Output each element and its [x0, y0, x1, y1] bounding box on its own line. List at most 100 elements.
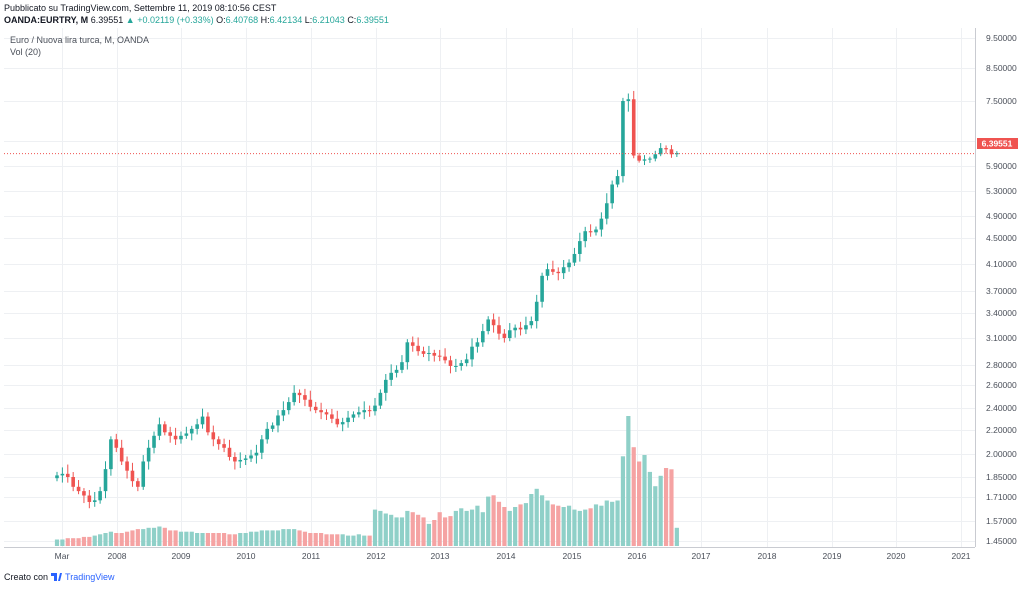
- volume-bar: [329, 534, 334, 546]
- candle-body: [470, 346, 474, 360]
- candle-body: [292, 392, 296, 403]
- volume-bar: [394, 517, 399, 546]
- candle-body: [303, 395, 307, 400]
- volume-bar: [566, 505, 572, 546]
- candle-body: [464, 359, 469, 364]
- volume-bar: [157, 526, 162, 546]
- candle-body: [125, 461, 129, 471]
- candle-body: [168, 432, 172, 436]
- candle-body: [260, 439, 264, 453]
- volume-bar: [545, 500, 550, 546]
- ohlc-header: OANDA:EURTRY, M 6.39551 ▲ +0.02119 (+0.3…: [4, 15, 389, 25]
- candle-body: [351, 414, 356, 418]
- volume-bar: [593, 504, 599, 546]
- volume-bar: [583, 509, 588, 546]
- candle-body: [357, 412, 361, 415]
- volume-bar: [243, 533, 248, 546]
- volume-bar: [383, 513, 388, 546]
- candle-body: [567, 262, 571, 268]
- volume-bar: [372, 509, 378, 546]
- candle-body: [195, 424, 199, 429]
- volume-bar: [416, 514, 421, 546]
- candle-body: [658, 148, 663, 155]
- candle-body: [55, 475, 59, 479]
- volume-bar: [550, 504, 555, 546]
- time-tick-label: 2020: [887, 551, 906, 561]
- time-tick-label: 2011: [302, 551, 321, 561]
- candle-body: [410, 342, 415, 346]
- candle-body: [324, 412, 329, 415]
- candle-body: [65, 473, 70, 477]
- candle-body: [481, 331, 485, 343]
- price-tick-label: 2.40000: [986, 403, 1017, 413]
- volume-bar: [54, 539, 60, 546]
- volume-bar: [663, 468, 669, 546]
- candle-body: [211, 432, 216, 440]
- volume-bar: [297, 530, 302, 546]
- candle-body: [529, 321, 534, 326]
- candle-body: [130, 470, 135, 482]
- price-tick-label: 5.30000: [986, 186, 1017, 196]
- volume-bar: [275, 530, 281, 546]
- volume-bar: [259, 530, 264, 546]
- candle-body: [76, 486, 81, 492]
- change-arrow-icon: ▲: [125, 15, 135, 25]
- candle-body: [238, 459, 243, 462]
- volume-bar: [631, 447, 636, 546]
- candle-body: [173, 435, 178, 440]
- candle-body: [146, 447, 151, 462]
- volume-bar: [561, 507, 566, 546]
- tradingview-logo-icon: [51, 573, 63, 581]
- footer-created-label: Creato con: [4, 572, 49, 582]
- time-tick-label: 2014: [497, 551, 516, 561]
- candle-body: [637, 155, 641, 161]
- volume-bar: [572, 509, 577, 546]
- close-value: 6.39551: [356, 15, 389, 25]
- volume-bar: [335, 534, 340, 546]
- candle-body: [367, 410, 372, 412]
- candle-body: [152, 435, 156, 448]
- volume-bar: [658, 475, 663, 546]
- time-tick-label: 2009: [172, 551, 191, 561]
- candle-body: [340, 422, 345, 425]
- volume-bar: [340, 534, 345, 546]
- candle-body: [319, 410, 323, 413]
- candle-body: [389, 372, 393, 380]
- price-axis[interactable]: 9.500008.500007.500006.900005.900005.300…: [986, 33, 1017, 546]
- volume-bar: [502, 507, 507, 546]
- footer-brand[interactable]: TradingView: [65, 572, 115, 582]
- volume-bar: [637, 461, 642, 546]
- volume-bar: [626, 416, 631, 546]
- volume-bar: [577, 510, 582, 546]
- volume-bar: [238, 533, 243, 546]
- time-axis[interactable]: Mar 2008 2009 2010 2011 2012 2013 2014 2015 2016 2…: [55, 551, 971, 561]
- candle-body: [594, 229, 598, 233]
- high-label: H:: [260, 15, 270, 25]
- candle-body: [243, 458, 248, 460]
- volume-bar: [103, 533, 108, 546]
- candle-body: [270, 425, 275, 429]
- candle-body: [551, 269, 555, 272]
- candle-body: [518, 327, 523, 330]
- time-tick-label: 2019: [823, 551, 842, 561]
- candle-body: [114, 439, 119, 448]
- candle-body: [416, 345, 420, 352]
- candle-body: [60, 473, 65, 476]
- volume-bar: [410, 512, 415, 546]
- volume-bar: [227, 534, 232, 546]
- volume-bar: [367, 535, 372, 546]
- volume-bar: [162, 527, 167, 546]
- volume-bar: [319, 533, 324, 546]
- volume-bar: [184, 531, 189, 546]
- volume-bar: [496, 501, 502, 546]
- volume-bar: [308, 533, 313, 546]
- candle-body: [648, 158, 652, 160]
- published-note: Pubblicato su TradingView.com, Settembre…: [4, 3, 277, 13]
- volume-bar: [620, 456, 626, 546]
- price-tick-label: 4.10000: [986, 259, 1017, 269]
- price-tick-label: 1.71000: [986, 492, 1017, 502]
- volume-bar: [351, 535, 356, 546]
- candle-body: [572, 253, 577, 263]
- volume-bar: [119, 533, 124, 546]
